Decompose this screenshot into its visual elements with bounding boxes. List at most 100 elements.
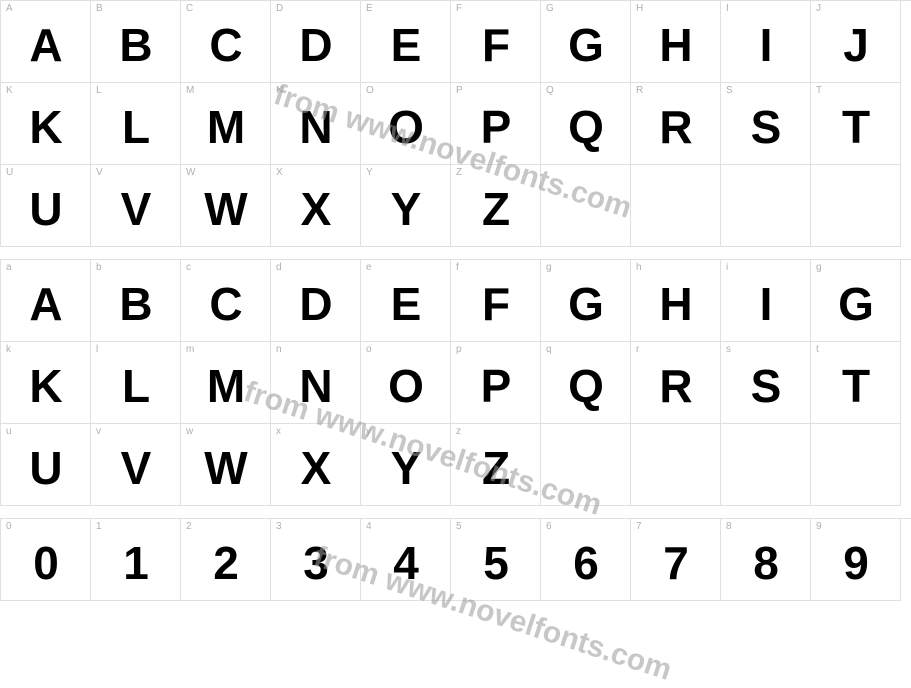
glyph-cell[interactable]: xX <box>271 424 361 506</box>
glyph-cell[interactable]: qQ <box>541 342 631 424</box>
glyph-cell[interactable]: SS <box>721 83 811 165</box>
glyph-cell[interactable]: NN <box>271 83 361 165</box>
glyph-cell[interactable]: XX <box>271 165 361 247</box>
glyph-cell[interactable]: 55 <box>451 519 541 601</box>
glyph-key-label: k <box>6 344 11 355</box>
glyph-cell[interactable] <box>721 165 811 247</box>
glyph-cell[interactable]: yY <box>361 424 451 506</box>
glyph-key-label: g <box>816 262 822 273</box>
glyph-cell[interactable]: cC <box>181 260 271 342</box>
glyph-key-label: d <box>276 262 282 273</box>
glyph-key-label: q <box>546 344 552 355</box>
glyph-display: E <box>361 1 450 82</box>
glyph-cell[interactable]: QQ <box>541 83 631 165</box>
glyph-cell[interactable]: tT <box>811 342 901 424</box>
glyph-cell[interactable]: DD <box>271 1 361 83</box>
glyph-key-label: 4 <box>366 521 372 532</box>
glyph-cell[interactable]: YY <box>361 165 451 247</box>
glyph-cell[interactable]: aA <box>1 260 91 342</box>
glyph-cell[interactable] <box>541 165 631 247</box>
section-spacer <box>0 247 900 259</box>
glyph-cell[interactable]: II <box>721 1 811 83</box>
glyph-key-label: 3 <box>276 521 282 532</box>
glyph-key-label: O <box>366 85 374 96</box>
glyph-cell[interactable] <box>811 165 901 247</box>
glyph-key-label: z <box>456 426 461 437</box>
glyph-cell[interactable]: lL <box>91 342 181 424</box>
glyph-cell[interactable]: AA <box>1 1 91 83</box>
glyph-key-label: e <box>366 262 372 273</box>
glyph-cell[interactable]: CC <box>181 1 271 83</box>
glyph-cell[interactable]: bB <box>91 260 181 342</box>
glyph-cell[interactable]: ZZ <box>451 165 541 247</box>
glyph-cell[interactable]: kK <box>1 342 91 424</box>
glyph-cell[interactable]: sS <box>721 342 811 424</box>
glyph-cell[interactable]: zZ <box>451 424 541 506</box>
glyph-cell[interactable] <box>721 424 811 506</box>
glyph-cell[interactable]: TT <box>811 83 901 165</box>
glyph-cell[interactable]: 11 <box>91 519 181 601</box>
glyph-cell[interactable]: vV <box>91 424 181 506</box>
glyph-cell[interactable]: gG <box>811 260 901 342</box>
glyph-cell[interactable]: FF <box>451 1 541 83</box>
glyph-cell[interactable]: 22 <box>181 519 271 601</box>
section-spacer <box>0 506 900 518</box>
glyph-cell[interactable]: mM <box>181 342 271 424</box>
glyph-cell[interactable]: BB <box>91 1 181 83</box>
glyph-display: O <box>361 83 450 164</box>
glyph-cell[interactable]: iI <box>721 260 811 342</box>
glyph-key-label: L <box>96 85 102 96</box>
glyph-cell[interactable]: gG <box>541 260 631 342</box>
glyph-cell[interactable]: hH <box>631 260 721 342</box>
glyph-cell[interactable]: 99 <box>811 519 901 601</box>
glyph-key-label: s <box>726 344 731 355</box>
glyph-cell[interactable]: pP <box>451 342 541 424</box>
glyph-grid-section: 00112233445566778899 <box>0 518 911 601</box>
glyph-key-label: J <box>816 3 821 14</box>
glyph-cell[interactable]: EE <box>361 1 451 83</box>
glyph-cell[interactable] <box>811 424 901 506</box>
glyph-cell[interactable]: fF <box>451 260 541 342</box>
glyph-key-label: v <box>96 426 101 437</box>
glyph-cell[interactable] <box>541 424 631 506</box>
glyph-cell[interactable]: 77 <box>631 519 721 601</box>
glyph-cell[interactable]: RR <box>631 83 721 165</box>
glyph-display: K <box>1 342 90 423</box>
glyph-display: I <box>721 1 810 82</box>
glyph-key-label: F <box>456 3 462 14</box>
glyph-cell[interactable] <box>631 165 721 247</box>
glyph-cell[interactable]: nN <box>271 342 361 424</box>
glyph-cell[interactable]: VV <box>91 165 181 247</box>
glyph-cell[interactable]: MM <box>181 83 271 165</box>
glyph-cell[interactable]: 66 <box>541 519 631 601</box>
glyph-cell[interactable]: UU <box>1 165 91 247</box>
glyph-display: E <box>361 260 450 341</box>
glyph-key-label: 2 <box>186 521 192 532</box>
glyph-cell[interactable] <box>631 424 721 506</box>
glyph-cell[interactable]: rR <box>631 342 721 424</box>
glyph-cell[interactable]: WW <box>181 165 271 247</box>
glyph-cell[interactable]: OO <box>361 83 451 165</box>
glyph-cell[interactable]: uU <box>1 424 91 506</box>
glyph-cell[interactable]: JJ <box>811 1 901 83</box>
glyph-cell[interactable]: 33 <box>271 519 361 601</box>
glyph-cell[interactable]: 44 <box>361 519 451 601</box>
glyph-display: S <box>721 342 810 423</box>
glyph-cell[interactable]: PP <box>451 83 541 165</box>
glyph-key-label: 6 <box>546 521 552 532</box>
glyph-cell[interactable]: GG <box>541 1 631 83</box>
glyph-key-label: I <box>726 3 729 14</box>
glyph-cell[interactable]: 88 <box>721 519 811 601</box>
glyph-key-label: g <box>546 262 552 273</box>
glyph-cell[interactable]: LL <box>91 83 181 165</box>
glyph-cell[interactable]: wW <box>181 424 271 506</box>
glyph-cell[interactable]: KK <box>1 83 91 165</box>
glyph-key-label: r <box>636 344 639 355</box>
glyph-key-label: Y <box>366 167 373 178</box>
glyph-cell[interactable]: HH <box>631 1 721 83</box>
glyph-cell[interactable]: dD <box>271 260 361 342</box>
glyph-display: X <box>271 165 360 246</box>
glyph-cell[interactable]: eE <box>361 260 451 342</box>
glyph-cell[interactable]: 00 <box>1 519 91 601</box>
glyph-cell[interactable]: oO <box>361 342 451 424</box>
